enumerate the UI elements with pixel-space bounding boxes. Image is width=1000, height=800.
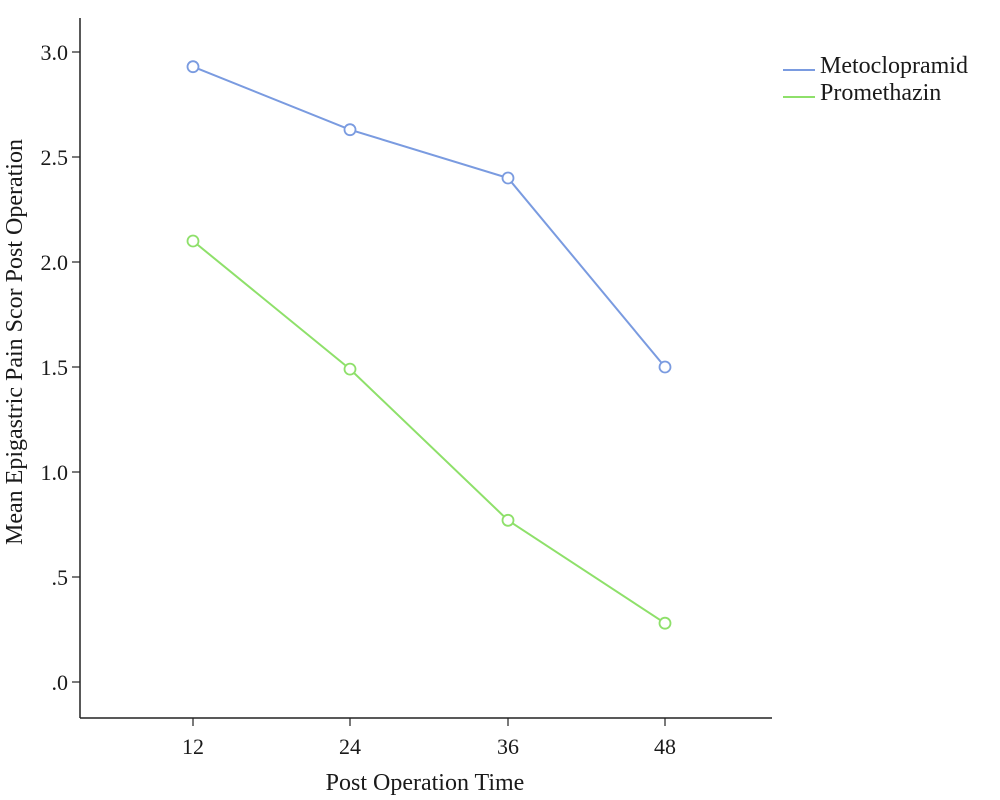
- x-axis-ticks: 12 24 36 48: [182, 718, 676, 759]
- y-axis-ticks: .0 .5 1.0 1.5 2.0 2.5 3.0: [41, 40, 80, 695]
- data-point: [343, 123, 357, 137]
- data-point: [343, 362, 357, 376]
- y-tick-label: .0: [52, 670, 69, 695]
- data-point: [658, 360, 672, 374]
- x-axis-label: Post Operation Time: [326, 770, 525, 796]
- x-tick-label: 12: [182, 734, 204, 759]
- x-tick-label: 24: [339, 734, 361, 759]
- data-point: [501, 513, 515, 527]
- axes: [79, 18, 772, 719]
- y-axis-label: Mean Epigastric Pain Scor Post Operation: [2, 139, 28, 545]
- data-point: [501, 171, 515, 185]
- legend-label: Metoclopramid: [820, 53, 968, 79]
- x-tick-label: 48: [654, 734, 676, 759]
- legend-label: Promethazin: [820, 80, 941, 106]
- x-tick-label: 36: [497, 734, 519, 759]
- series-line: [192, 65, 666, 368]
- series-metoclopramid: [186, 60, 672, 374]
- y-tick-label: .5: [52, 565, 69, 590]
- y-tick-label: 1.0: [41, 460, 69, 485]
- series-promethazin: [186, 234, 672, 630]
- data-point: [658, 616, 672, 630]
- series-layer: [186, 60, 672, 630]
- y-tick-label: 2.0: [41, 250, 69, 275]
- data-point: [186, 234, 200, 248]
- data-point: [186, 60, 200, 74]
- series-line: [192, 240, 666, 625]
- y-tick-label: 3.0: [41, 40, 69, 65]
- y-tick-label: 1.5: [41, 355, 69, 380]
- y-tick-label: 2.5: [41, 145, 69, 170]
